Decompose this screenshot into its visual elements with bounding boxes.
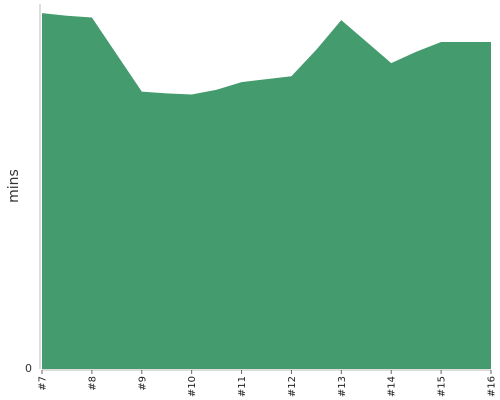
y-axis-title: mins bbox=[6, 169, 22, 203]
x-tick-label: #13 bbox=[337, 376, 348, 397]
x-tick-label: #12 bbox=[287, 376, 298, 397]
area-series bbox=[42, 13, 491, 369]
plot-area bbox=[42, 13, 491, 369]
x-tick-label: #8 bbox=[87, 376, 98, 391]
x-tick-label: #14 bbox=[387, 376, 398, 397]
x-tick-label: #11 bbox=[237, 376, 248, 397]
x-tick-label: #10 bbox=[187, 376, 198, 397]
axes: 0 #7 #8 #9 #10 #11 #12 #13 #14 #15 #16 bbox=[25, 4, 498, 397]
x-tick-label: #9 bbox=[137, 376, 148, 391]
x-tick-label: #7 bbox=[38, 376, 49, 391]
x-tick-label: #15 bbox=[437, 376, 448, 397]
y-tick-label: 0 bbox=[25, 362, 32, 375]
x-tick-label: #16 bbox=[487, 376, 498, 397]
